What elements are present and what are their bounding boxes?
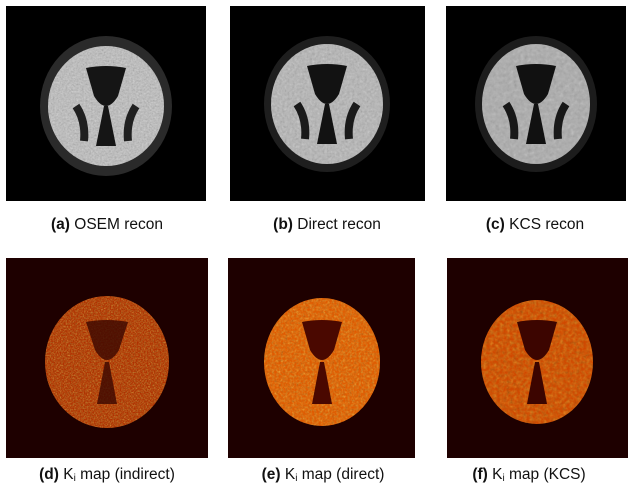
- panel-f-ki-map-kcs-image: [447, 258, 628, 458]
- caption-f-k: K: [492, 466, 503, 483]
- caption-e-sub: i: [295, 473, 298, 484]
- ki-map-f: [481, 300, 593, 424]
- caption-c-label: (c): [485, 216, 505, 233]
- caption-d: (d) Ki map (indirect): [2, 466, 212, 484]
- caption-e-k: K: [284, 466, 296, 483]
- panel-b-direct-recon-image: [230, 6, 425, 201]
- caption-f: (f) Ki map (KCS): [424, 466, 633, 484]
- ki-map-d: [45, 296, 169, 428]
- caption-f-label: (f): [472, 466, 488, 483]
- panel-e-ki-map-direct-image: [228, 258, 415, 458]
- caption-b: (b) Direct recon: [222, 216, 432, 234]
- caption-d-label: (d): [39, 466, 59, 483]
- brain-scan-a: [40, 36, 172, 176]
- caption-c: (c) KCS recon: [430, 216, 633, 234]
- caption-d-k: K: [63, 466, 74, 483]
- caption-b-text: Direct recon: [297, 216, 381, 233]
- panel-a-osem-recon-image: [6, 6, 206, 201]
- brain-scan-b: [264, 36, 390, 172]
- caption-d-text: map (indirect): [75, 466, 175, 483]
- caption-e-label: (e): [261, 466, 281, 483]
- ki-map-e: [264, 298, 380, 426]
- caption-d-sub: i: [73, 473, 76, 484]
- panel-d-ki-map-indirect-image: [6, 258, 208, 458]
- caption-b-label: (b): [273, 216, 293, 233]
- caption-a-text: OSEM recon: [74, 216, 163, 233]
- caption-e: (e) Ki map (direct): [218, 466, 428, 484]
- caption-a-label: (a): [51, 216, 70, 233]
- caption-e-text: map (direct): [297, 466, 385, 483]
- caption-f-sub: i: [502, 473, 505, 484]
- caption-a: (a) OSEM recon: [2, 216, 212, 234]
- caption-c-text: KCS recon: [509, 216, 585, 233]
- caption-f-text: map (KCS): [504, 466, 586, 483]
- panel-c-kcs-recon-image: [446, 6, 626, 201]
- brain-scan-c: [475, 36, 597, 172]
